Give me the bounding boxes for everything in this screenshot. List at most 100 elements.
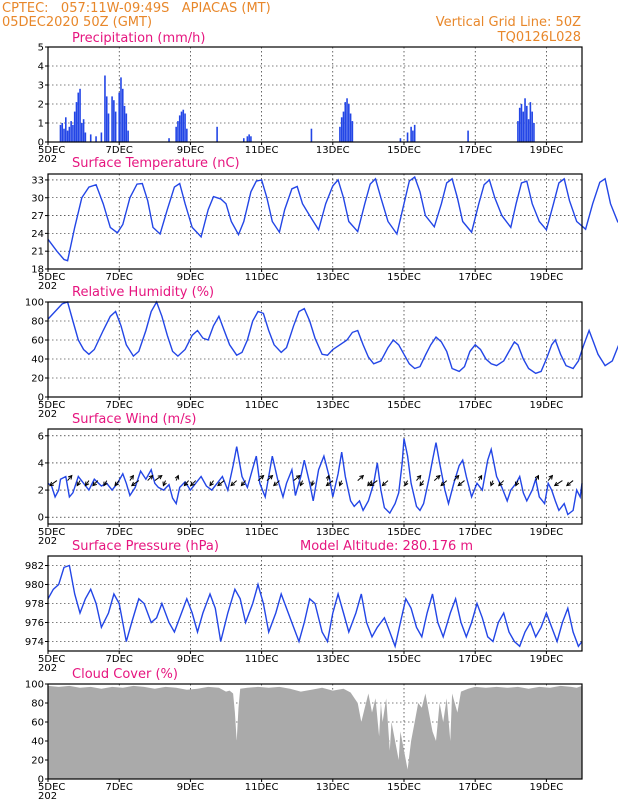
wind-arrow [381, 480, 389, 487]
wind-arrow [154, 474, 163, 481]
wind-arrow [209, 480, 214, 487]
precip-xtick-label: 17DEC [458, 145, 492, 156]
precip-bar [467, 130, 469, 142]
precip-bar [120, 77, 122, 142]
precip-bar [65, 117, 67, 142]
precip-bar [59, 124, 62, 142]
wind-arrow [369, 480, 378, 487]
wind-arrow [419, 480, 424, 487]
wind-xtick-overflow: 202 [38, 536, 57, 547]
temperature-ytick-label: 30 [31, 193, 44, 204]
precip-bar [310, 128, 313, 142]
wind-arrow [477, 474, 483, 481]
wind-arrow [67, 474, 73, 481]
precip-bar [100, 132, 103, 142]
pressure-title: Surface Pressure (hPa) [72, 539, 219, 554]
pressure-xtick-label: 19DEC [530, 654, 564, 665]
precip-bar [348, 104, 350, 142]
precip-bar [413, 124, 416, 142]
wind-xtick-label: 11DEC [245, 527, 279, 538]
precip-bar [216, 126, 218, 142]
wind-arrow [266, 474, 274, 481]
wind-xtick-label: 5DEC [38, 527, 65, 538]
precip-bar [107, 113, 110, 142]
cloud-cover-panel: 0 20 40 60 80 100 5DEC 7DEC 9DEC 11DEC 13DEC 15DEC 1… [25, 667, 583, 800]
humidity-series-line [47, 300, 618, 375]
precip-bar [105, 96, 108, 142]
precip-ytick-label: 0 [38, 138, 44, 149]
precip-bar [522, 111, 525, 142]
humidity-ytick-label: 0 [38, 393, 44, 404]
precip-bar [79, 88, 81, 142]
pressure-ytick-label: 982 [25, 561, 44, 572]
cloud-xtick-label: 11DEC [245, 782, 279, 793]
precip-bar [63, 128, 65, 142]
precip-bar [75, 102, 78, 142]
cloud-ytick-label: 20 [31, 756, 44, 767]
wind-arrow [534, 474, 539, 481]
wind-xtick-label: 9DEC [177, 527, 204, 538]
precip-bar [346, 98, 348, 142]
cloud-ytick-label: 80 [31, 699, 44, 710]
header-model: TQ0126L028 [497, 30, 581, 45]
cloud-ytick-label: 100 [25, 680, 44, 691]
precip-bar [186, 128, 188, 142]
precip-bar [125, 113, 128, 142]
wind-arrow [174, 474, 180, 481]
precip-bar [406, 132, 409, 142]
precip-bar [84, 132, 87, 142]
precip-bar [531, 111, 533, 142]
precip-bar [533, 123, 535, 142]
wind-arrow [299, 480, 304, 487]
cloud-xtick-label: 19DEC [530, 782, 564, 793]
precip-ytick-label: 5 [38, 43, 44, 54]
precip-bar [520, 104, 523, 142]
precip-bar [118, 92, 120, 142]
humidity-xtick-label: 5DEC [38, 400, 65, 411]
pressure-ytick-label: 974 [25, 637, 44, 648]
pressure-panel: 974 976 978 980 982 5DEC 7DEC 9DEC 11DEC 13DEC 15D… [25, 539, 583, 674]
pressure-ytick-label: 978 [25, 599, 44, 610]
wind-arrow [433, 474, 441, 481]
precip-bar [243, 138, 245, 142]
pressure-xtick-label: 9DEC [177, 654, 204, 665]
precip-bar [66, 130, 69, 142]
precip-bar [68, 126, 71, 142]
temperature-xtick-label: 13DEC [316, 272, 350, 283]
pressure-ytick-label: 980 [25, 580, 44, 591]
humidity-panel: 0 20 40 60 80 100 5DEC 7DEC 9DEC 11DEC 13DEC 15DEC 1… [25, 285, 618, 420]
precip-bar [111, 96, 113, 142]
cloud-xtick-label: 5DEC [38, 782, 65, 793]
precip-xtick-label: 5DEC [38, 145, 65, 156]
temperature-frame [47, 173, 583, 270]
precip-bar [178, 115, 181, 142]
wind-arrow [310, 480, 315, 487]
precip-bar [175, 126, 177, 142]
wind-arrow [338, 480, 344, 487]
humidity-ytick-label: 40 [31, 355, 44, 366]
wind-arrow [114, 480, 120, 487]
precip-xtick-label: 19DEC [530, 145, 564, 156]
wind-frame [47, 428, 583, 525]
precip-bar [351, 121, 354, 142]
cloud-cover-area [48, 685, 582, 779]
cloud-ytick-label: 0 [38, 775, 44, 786]
wind-series-line [47, 438, 583, 516]
precip-bar [177, 121, 179, 142]
pressure-xtick-label: 17DEC [458, 654, 492, 665]
pressure-ytick-label: 976 [25, 618, 44, 629]
temperature-series-line [47, 175, 618, 262]
precip-bar [399, 138, 402, 142]
cloud-xtick-overflow: 202 [38, 791, 57, 800]
temperature-ytick-label: 27 [31, 211, 44, 222]
precip-bar [524, 98, 526, 142]
precip-xtick-label: 9DEC [177, 145, 204, 156]
precip-bar [340, 117, 343, 142]
precip-title: Precipitation (mm/h) [72, 31, 205, 46]
wind-arrow [147, 474, 154, 481]
wind-arrow [498, 480, 505, 487]
cloud-xtick-label: 7DEC [106, 782, 133, 793]
precip-bar [61, 123, 64, 142]
wind-arrow [84, 480, 90, 487]
